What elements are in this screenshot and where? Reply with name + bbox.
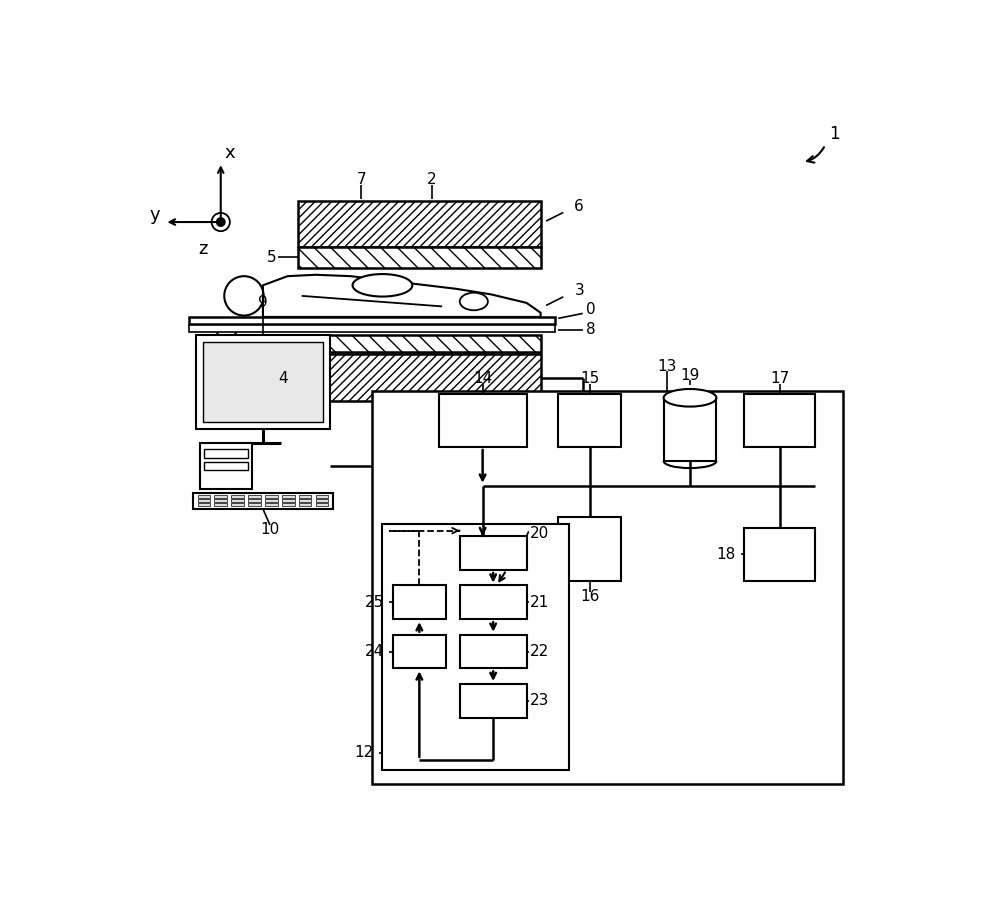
Bar — [744, 528, 815, 581]
Text: 25: 25 — [365, 595, 385, 610]
Bar — [298, 353, 541, 402]
Text: 17: 17 — [770, 372, 789, 386]
Text: 24: 24 — [365, 644, 385, 659]
Bar — [193, 493, 333, 509]
Text: 13: 13 — [657, 359, 677, 373]
Bar — [460, 684, 527, 718]
Text: 19: 19 — [680, 368, 700, 383]
Bar — [298, 334, 541, 352]
Bar — [382, 524, 569, 771]
Bar — [299, 499, 311, 502]
Text: z: z — [198, 240, 208, 257]
Bar — [298, 247, 541, 268]
Bar — [265, 503, 278, 506]
Bar — [196, 334, 330, 429]
Text: 14: 14 — [473, 372, 492, 386]
Bar — [231, 499, 244, 502]
Bar — [189, 317, 555, 324]
Bar — [558, 394, 621, 447]
Text: 1: 1 — [829, 125, 840, 143]
Text: 0: 0 — [586, 302, 596, 318]
Bar — [200, 444, 252, 489]
Bar — [198, 495, 210, 498]
Bar — [316, 499, 328, 502]
Bar — [231, 495, 244, 498]
Bar — [558, 518, 621, 581]
Bar — [204, 462, 248, 470]
Bar — [248, 503, 261, 506]
Text: y: y — [149, 206, 160, 224]
Text: 2: 2 — [427, 173, 436, 187]
Bar — [198, 499, 210, 502]
Bar — [231, 503, 244, 506]
Bar — [282, 495, 295, 498]
Circle shape — [217, 218, 225, 226]
FancyArrowPatch shape — [807, 147, 824, 163]
Bar — [282, 503, 295, 506]
Bar — [248, 499, 261, 502]
Text: 12: 12 — [355, 745, 374, 761]
Bar — [316, 495, 328, 498]
Text: 23: 23 — [530, 693, 549, 708]
Bar — [460, 635, 527, 668]
FancyArrowPatch shape — [499, 572, 505, 582]
Bar — [265, 499, 278, 502]
Bar — [214, 503, 227, 506]
Bar — [204, 449, 248, 457]
Bar — [316, 503, 328, 506]
Bar — [282, 499, 295, 502]
Text: 6: 6 — [574, 199, 584, 214]
Bar — [214, 495, 227, 498]
Text: 16: 16 — [580, 589, 600, 603]
Text: 5: 5 — [267, 249, 277, 265]
Bar — [664, 398, 716, 461]
Text: 10: 10 — [260, 522, 280, 538]
Ellipse shape — [353, 274, 412, 297]
Bar — [393, 585, 446, 619]
Bar — [460, 585, 527, 619]
Bar — [460, 536, 527, 570]
Bar — [298, 201, 541, 247]
Bar — [439, 394, 527, 447]
Text: 7: 7 — [357, 173, 366, 187]
Text: 4: 4 — [278, 371, 288, 385]
Ellipse shape — [664, 389, 716, 406]
Bar — [744, 394, 815, 447]
Polygon shape — [263, 275, 541, 317]
Text: 15: 15 — [580, 372, 599, 386]
Text: 22: 22 — [530, 644, 549, 659]
Bar — [372, 391, 843, 784]
Bar — [198, 503, 210, 506]
Text: 20: 20 — [530, 526, 549, 541]
Text: 21: 21 — [530, 595, 549, 610]
Text: x: x — [224, 144, 235, 163]
Text: 8: 8 — [586, 322, 596, 337]
Bar — [393, 635, 446, 668]
Ellipse shape — [460, 293, 488, 310]
Text: 18: 18 — [717, 547, 736, 561]
Text: 3: 3 — [574, 283, 584, 299]
Bar — [189, 325, 555, 332]
Bar — [265, 495, 278, 498]
Bar — [299, 495, 311, 498]
Bar — [248, 495, 261, 498]
Bar — [203, 341, 323, 423]
Text: 9: 9 — [258, 296, 268, 310]
Bar — [299, 503, 311, 506]
Bar — [214, 499, 227, 502]
